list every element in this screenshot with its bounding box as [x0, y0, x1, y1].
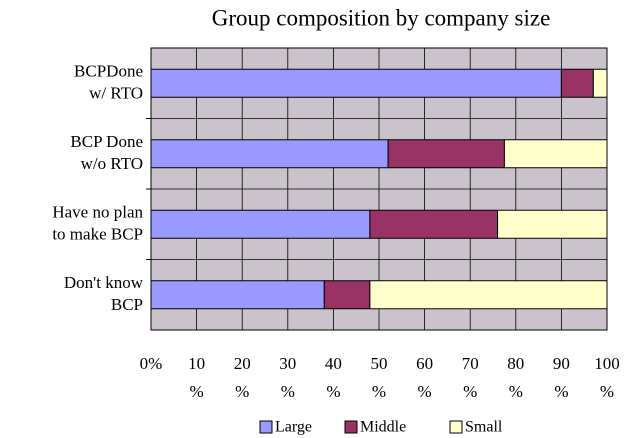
x-tick-label: 80%: [507, 354, 524, 401]
bar-segment: [150, 209, 371, 239]
legend-text: Large: [275, 419, 312, 436]
y-tick-label: BCPDone w/ RTO: [74, 61, 143, 102]
x-tick-label: 20%: [234, 354, 251, 401]
x-tick-label: 10%: [188, 354, 205, 401]
legend-text: Small: [465, 419, 503, 436]
x-tick-label: 30%: [279, 354, 296, 401]
legend-item: Small: [449, 419, 503, 436]
legend-text: Middle: [360, 419, 406, 436]
bar-segment: [503, 139, 608, 169]
x-tick-label: 70%: [462, 354, 479, 401]
legend-swatch: [344, 420, 358, 434]
bar-segment: [150, 280, 325, 310]
bar-segment: [497, 209, 608, 239]
x-tick-label: 60%: [416, 354, 433, 401]
bar-segment: [387, 139, 505, 169]
x-tick-label: 50%: [371, 354, 388, 401]
y-tick-label: Don't know BCP: [64, 273, 144, 314]
legend-item: Large: [259, 419, 312, 436]
legend-item: Middle: [344, 419, 406, 436]
chart-title: Group composition by company size: [212, 5, 551, 30]
y-tick-label: BCP Done w/o RTO: [70, 132, 143, 173]
bar-segment: [150, 139, 389, 169]
x-tick-label: 90%: [553, 354, 570, 401]
x-tick-label: 40%: [325, 354, 342, 401]
legend-swatch: [449, 420, 463, 434]
y-tick-label: Have no plan to make BCP: [52, 202, 143, 243]
bar-segment: [150, 68, 562, 98]
bar-segment: [323, 280, 371, 310]
legend-swatch: [259, 420, 273, 434]
x-tick-label: 0%: [140, 354, 163, 373]
bar-segment: [560, 68, 594, 98]
bar-segment: [369, 209, 499, 239]
x-tick-label: 100%: [594, 354, 620, 401]
bar-segment: [592, 68, 608, 98]
bar-segment: [369, 280, 608, 310]
